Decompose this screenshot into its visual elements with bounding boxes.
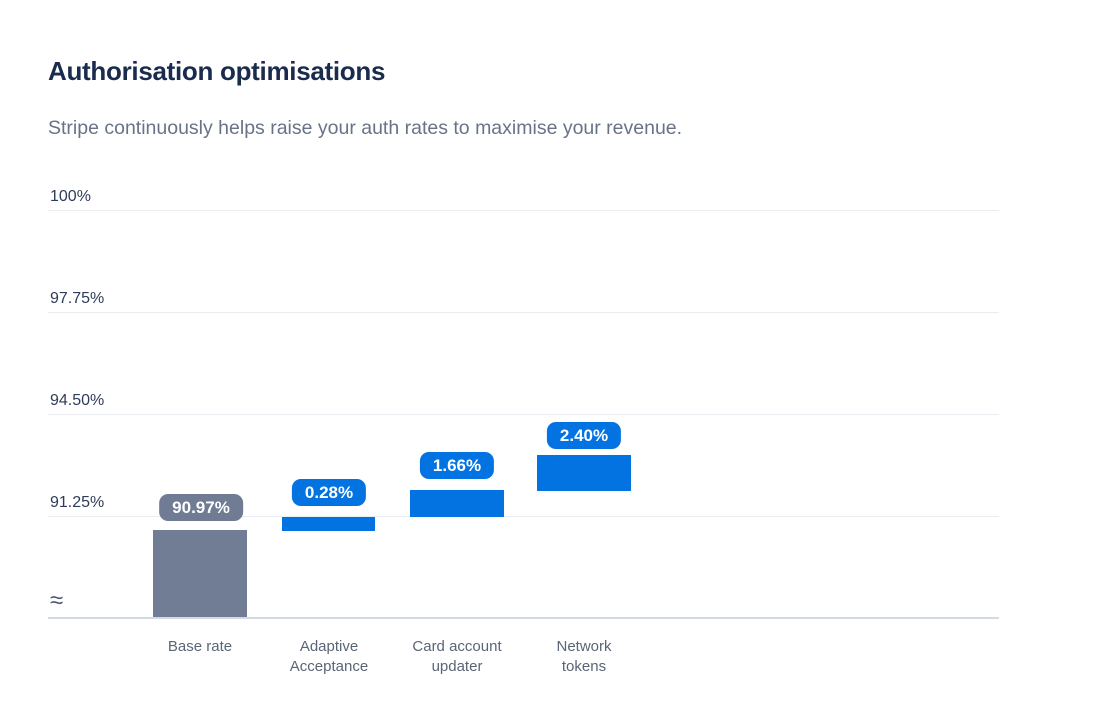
y-tick-label-91-25: 91.25% bbox=[50, 494, 105, 511]
axis-break-icon: ≈ bbox=[50, 587, 64, 614]
bar-base-rate[interactable] bbox=[153, 530, 247, 618]
x-label-adaptive-acceptance: Adaptive Acceptance bbox=[289, 638, 369, 675]
bar-adaptive-acceptance[interactable] bbox=[282, 517, 375, 531]
page-subtitle: Stripe continuously helps raise your aut… bbox=[48, 117, 683, 139]
y-tick-label-97-75: 97.75% bbox=[50, 290, 105, 307]
gridline-91-25 bbox=[48, 516, 999, 517]
value-pill-network-tokens: 2.40% bbox=[546, 422, 622, 449]
x-label-card-account-updater: Card account updater bbox=[412, 638, 502, 675]
bar-network-tokens[interactable] bbox=[537, 455, 631, 491]
value-pill-adaptive-acceptance: 0.28% bbox=[291, 479, 367, 506]
value-pill-base-rate: 90.97% bbox=[159, 494, 243, 521]
gridline-97-75 bbox=[48, 312, 999, 313]
y-tick-label-94-50: 94.50% bbox=[50, 392, 105, 409]
y-tick-label-100: 100% bbox=[50, 188, 91, 205]
x-label-base-rate: Base rate bbox=[167, 638, 233, 655]
bar-card-account-updater[interactable] bbox=[410, 490, 504, 517]
page-title: Authorisation optimisations bbox=[48, 56, 386, 86]
gridline-100 bbox=[48, 210, 999, 211]
gridline-94-50 bbox=[48, 414, 999, 415]
x-label-network-tokens: Network tokens bbox=[556, 638, 612, 675]
x-axis-line bbox=[48, 617, 999, 619]
value-pill-card-account-updater: 1.66% bbox=[419, 452, 495, 479]
